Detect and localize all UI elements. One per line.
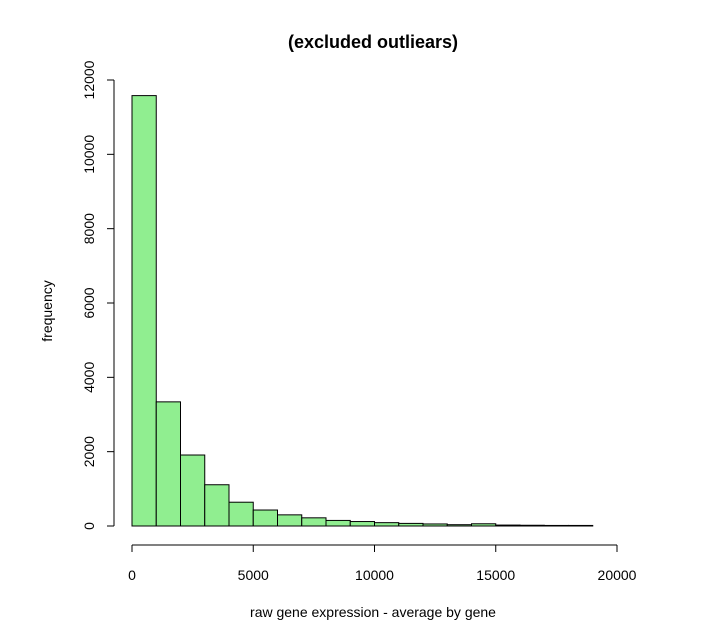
- y-tick-label: 8000: [81, 213, 97, 244]
- histogram-bar: [180, 454, 206, 527]
- histogram-bar: [325, 519, 351, 527]
- y-axis: 0 2000 4000 6000 8000 10000 12000: [81, 60, 115, 530]
- y-tick-label: 12000: [81, 60, 97, 99]
- histogram-bar: [252, 509, 278, 527]
- y-tick-label: 6000: [81, 287, 97, 318]
- histogram-bar: [301, 517, 327, 527]
- x-tick-label: 20000: [598, 567, 637, 583]
- x-axis: 0 5000 10000 15000 20000: [128, 544, 637, 583]
- histogram-bar: [495, 524, 521, 527]
- histogram-bar: [471, 523, 497, 527]
- histogram-bar: [204, 484, 230, 527]
- y-tick-label: 0: [81, 522, 97, 530]
- histogram-bar: [568, 524, 594, 527]
- histogram-bar: [131, 95, 157, 527]
- histogram-bar: [277, 514, 303, 527]
- histogram-bar: [422, 523, 448, 527]
- x-tick-label: 0: [128, 567, 136, 583]
- y-axis-label: frequency: [39, 280, 55, 341]
- histogram-bar: [349, 521, 375, 527]
- histogram-bar: [374, 522, 400, 527]
- x-tick-label: 5000: [238, 567, 269, 583]
- chart-title: (excluded outliears): [288, 32, 458, 52]
- histogram-bar: [446, 524, 472, 527]
- histogram-bar: [155, 401, 181, 527]
- x-axis-label: raw gene expression - average by gene: [250, 604, 496, 620]
- bars-group: [131, 95, 594, 527]
- y-tick-label: 10000: [81, 135, 97, 174]
- histogram-bar: [398, 522, 424, 527]
- histogram-bar: [228, 501, 254, 527]
- y-tick-label: 4000: [81, 362, 97, 393]
- y-tick-label: 2000: [81, 436, 97, 467]
- histogram-bar: [519, 524, 545, 527]
- x-tick-label: 10000: [355, 567, 394, 583]
- x-tick-label: 15000: [476, 567, 515, 583]
- histogram-bar: [543, 524, 569, 527]
